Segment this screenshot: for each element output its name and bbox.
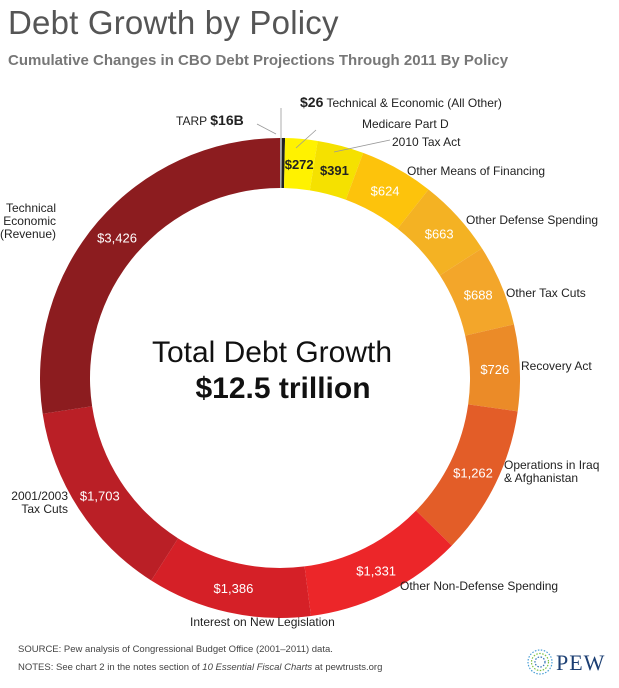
label-iraq: Operations in Iraq & Afghanistan <box>504 458 599 485</box>
chart-title: Debt Growth by Policy <box>8 4 339 41</box>
pew-sun-icon <box>527 649 553 675</box>
leader-lines <box>256 108 391 153</box>
value-label-8: $1,262 <box>453 466 493 481</box>
value-label-9: $1,331 <box>356 563 396 578</box>
slice-12 <box>39 138 280 414</box>
label-interest: Interest on New Legislation <box>190 615 335 629</box>
label-technical-other: $26 Technical & Economic (All Other) <box>300 94 502 110</box>
slice-value-labels: $272 $391 $624 $663 $688 $726 $1,262 $1,331 $1,3… <box>80 157 509 596</box>
slice-4 <box>345 152 429 229</box>
slice-1 <box>281 138 286 189</box>
label-tax-cuts: 2001/2003 Tax Cuts <box>11 489 68 516</box>
notes-prefix: NOTES: See chart 2 in the notes section … <box>18 662 200 673</box>
label-tarp: TARP $16B <box>176 112 244 128</box>
slice-6 <box>439 248 514 336</box>
slice-10 <box>151 538 312 619</box>
value-label-11: $1,703 <box>80 488 120 503</box>
value-label-7: $726 <box>480 362 509 377</box>
slice-8 <box>416 404 518 546</box>
label-medicare: Medicare Part D <box>362 117 449 131</box>
label-other-means: Other Means of Financing <box>407 164 545 178</box>
pew-logo: PEW <box>526 648 614 678</box>
slice-11 <box>42 406 179 581</box>
value-label-12: $3,426 <box>97 231 137 246</box>
label-other-tax-cuts: Other Tax Cuts <box>506 286 586 300</box>
value-label-3: $391 <box>320 163 349 178</box>
label-technical-revenue: Technical& Economic(Revenue) <box>0 201 56 241</box>
slice-9 <box>304 510 452 616</box>
slice-5 <box>397 189 482 276</box>
label-2010-tax-act: 2010 Tax Act <box>392 135 461 149</box>
chart-subtitle: Cumulative Changes in CBO Debt Projectio… <box>8 52 509 69</box>
value-label-6: $688 <box>464 288 493 303</box>
notes-suffix: at pewtrusts.org <box>314 662 383 673</box>
source-note: SOURCE: Pew analysis of Congressional Bu… <box>18 644 333 655</box>
value-label-5: $663 <box>425 226 454 241</box>
slice-7 <box>465 324 521 412</box>
donut-chart: $272 $391 $624 $663 $688 $726 $1,262 $1,331 $1,3… <box>0 94 599 629</box>
center-label: Total Debt Growth <box>152 336 392 369</box>
donut-slices <box>39 138 521 619</box>
notes-link-title: 10 Essential Fiscal Charts <box>202 662 313 673</box>
label-other-defense: Other Defense Spending <box>466 213 598 227</box>
slice-0 <box>280 138 282 189</box>
notes: NOTES: See chart 2 in the notes section … <box>18 662 382 673</box>
value-label-4: $624 <box>371 183 400 198</box>
slice-2 <box>284 138 318 191</box>
slice-3 <box>309 140 364 200</box>
value-label-10: $1,386 <box>214 581 254 596</box>
pew-wordmark: PEW <box>556 650 606 675</box>
label-recovery: Recovery Act <box>521 359 592 373</box>
label-non-defense: Other Non-Defense Spending <box>400 579 558 593</box>
center-total: $12.5 trillion <box>195 372 370 405</box>
value-label-2: $272 <box>285 157 314 172</box>
